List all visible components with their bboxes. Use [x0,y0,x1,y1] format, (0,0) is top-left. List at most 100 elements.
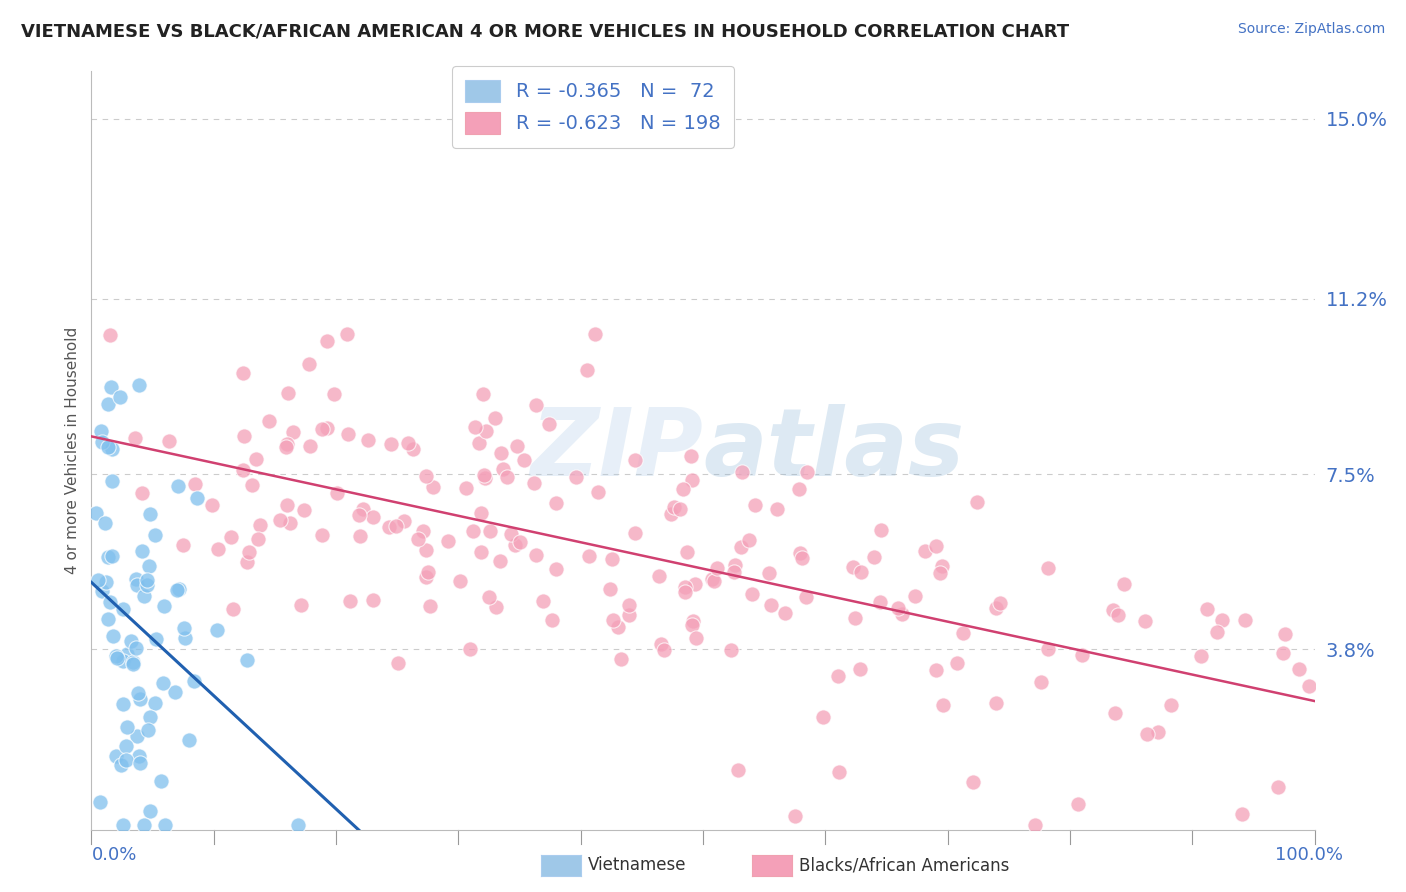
Point [249,518,271,533]
Point [219,531,242,545]
Point [1189,648,1212,663]
Point [298,439,321,453]
Point [276,437,298,451]
Point [576,363,599,377]
Point [652,643,675,657]
Point [276,498,298,512]
Point [100,379,122,393]
Point [458,641,481,656]
Point [90,584,112,599]
Point [100,475,122,489]
Point [378,520,401,534]
Point [540,613,562,627]
Point [703,574,725,588]
Point [470,506,492,520]
Point [474,471,496,485]
Point [685,631,707,645]
Point [139,507,162,521]
Point [233,429,256,443]
Point [624,452,647,467]
Point [132,818,155,832]
Point [583,327,606,342]
Point [269,513,291,527]
Point [173,621,195,635]
Point [392,514,415,528]
Point [236,555,259,569]
Point [259,414,281,428]
Point [564,470,586,484]
Point [352,502,374,516]
Point [828,764,851,779]
Point [166,479,188,493]
Point [361,509,384,524]
Point [1288,662,1310,676]
Point [128,378,150,392]
Point [796,465,818,479]
Point [789,546,811,560]
Point [152,675,174,690]
Point [247,532,270,546]
Point [602,613,624,627]
Point [869,595,891,609]
Point [125,578,148,592]
Point [139,710,162,724]
Point [121,657,143,672]
Point [401,442,423,457]
Legend: R = -0.365   N =  72, R = -0.623   N = 198: R = -0.365 N = 72, R = -0.623 N = 198 [451,66,734,148]
Point [347,508,370,523]
Point [94,575,117,590]
Point [384,519,406,533]
Point [484,411,506,425]
Point [124,431,146,445]
Point [281,425,304,440]
Point [1104,706,1126,721]
Point [207,623,229,637]
Point [727,763,749,777]
Point [758,566,780,580]
Point [454,481,477,495]
Point [325,486,347,500]
Point [138,559,160,574]
Point [232,366,254,380]
Text: ZIP: ZIP [530,404,703,497]
Text: 0.0%: 0.0% [91,846,136,863]
Point [139,805,162,819]
Point [470,545,492,559]
Point [870,523,893,537]
Point [988,596,1011,610]
Point [101,629,124,643]
Point [1267,780,1289,794]
Point [1024,818,1046,832]
Text: VIETNAMESE VS BLACK/AFRICAN AMERICAN 4 OR MORE VEHICLES IN HOUSEHOLD CORRELATION: VIETNAMESE VS BLACK/AFRICAN AMERICAN 4 O… [21,22,1069,40]
Point [143,696,166,710]
Point [292,502,315,516]
Point [412,524,434,538]
Point [952,625,974,640]
Point [669,502,692,516]
Text: 100.0%: 100.0% [1275,846,1343,863]
Text: Source: ZipAtlas.com: Source: ZipAtlas.com [1237,22,1385,37]
Point [578,549,600,563]
Point [485,599,508,614]
Point [422,480,444,494]
Point [311,528,333,542]
Point [87,574,110,588]
Point [100,442,122,456]
Point [1160,698,1182,712]
Text: Blacks/African Americans: Blacks/African Americans [799,856,1010,874]
Point [904,589,927,603]
Point [90,435,112,450]
Point [513,452,536,467]
Point [744,499,766,513]
Point [984,600,1007,615]
Point [945,656,967,670]
Point [112,818,135,832]
Point [179,733,201,747]
Text: Vietnamese: Vietnamese [588,856,686,874]
Point [238,545,260,559]
Point [361,593,384,607]
Point [676,545,699,559]
Point [773,606,796,620]
Point [1274,627,1296,641]
Point [887,600,910,615]
